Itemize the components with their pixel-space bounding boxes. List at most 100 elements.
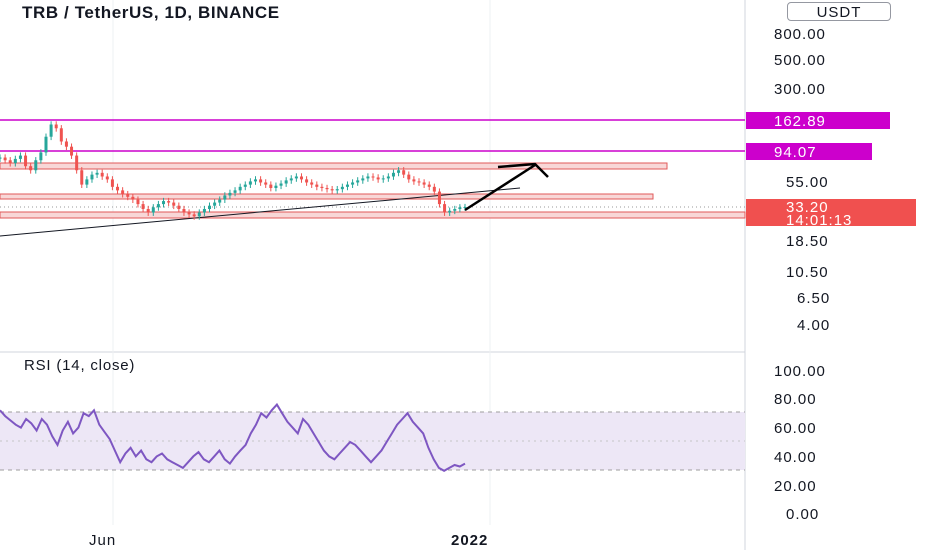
candles	[0, 121, 467, 220]
candle-body	[381, 178, 385, 180]
candle-body	[243, 184, 247, 187]
tick-4: 4.00	[797, 317, 830, 334]
zone-lower[interactable]	[0, 211, 746, 219]
candle-body	[141, 204, 145, 210]
candle-body	[299, 176, 303, 180]
tick-6-5: 6.50	[797, 290, 830, 307]
projection-arrow[interactable]	[464, 163, 536, 212]
candle-body	[279, 183, 283, 186]
candle-body	[335, 189, 339, 191]
candle-body	[146, 209, 150, 213]
candle-body	[95, 172, 99, 175]
tag-94-bg	[746, 143, 872, 160]
candle-body	[197, 212, 201, 217]
candle-body	[458, 207, 462, 210]
candle-body	[29, 166, 33, 171]
zone-upper[interactable]	[0, 162, 668, 170]
rsi-title: RSI (14, close)	[24, 357, 136, 374]
candle-body	[340, 186, 344, 190]
time-tick-jun: Jun	[89, 532, 116, 549]
candle-body	[100, 172, 104, 177]
candle-body	[75, 155, 79, 171]
zone-middle[interactable]	[0, 193, 654, 200]
candle-body	[417, 181, 421, 183]
candle-body	[325, 187, 329, 190]
candle-body	[3, 157, 7, 161]
currency-unit-button[interactable]: USDT	[787, 2, 891, 21]
candle-body	[110, 179, 114, 187]
candle-body	[351, 182, 355, 185]
rsi-tick-0: 0.00	[786, 506, 819, 523]
candle-body	[64, 141, 68, 147]
candle-body	[371, 176, 375, 178]
candle-body	[264, 182, 268, 185]
candle-body	[269, 184, 273, 188]
candle-body	[49, 124, 53, 137]
candle-body	[320, 186, 324, 188]
candle-body	[59, 128, 63, 142]
candle-body	[218, 199, 222, 203]
candle-body	[310, 182, 314, 185]
candle-body	[376, 177, 380, 180]
rsi-tick-20: 20.00	[774, 478, 817, 495]
tick-10-5: 10.50	[786, 264, 829, 281]
candle-body	[177, 205, 181, 210]
tick-55: 55.00	[786, 174, 829, 191]
candle-body	[289, 178, 293, 181]
candle-body	[85, 179, 89, 185]
candle-body	[187, 212, 191, 215]
candle-body	[182, 209, 186, 213]
candle-body	[386, 176, 390, 179]
candle-body	[361, 178, 365, 181]
candle-body	[126, 194, 130, 197]
candle-body	[407, 174, 411, 180]
candle-body	[167, 201, 171, 203]
candle-body	[192, 214, 196, 217]
candle-body	[131, 196, 135, 200]
projection-arrow-head	[497, 162, 549, 178]
candle-body	[80, 170, 84, 185]
candle-body	[151, 207, 155, 213]
candle-body	[24, 155, 28, 167]
candle-body	[233, 190, 237, 193]
candle-body	[248, 181, 252, 185]
rsi-tick-60: 60.00	[774, 420, 817, 437]
tick-300: 300.00	[774, 81, 826, 98]
candle-body	[44, 136, 48, 153]
candle-body	[18, 155, 22, 159]
candle-body	[39, 152, 43, 161]
candle-body	[105, 176, 109, 180]
tick-18-5: 18.50	[786, 233, 829, 250]
trend-line[interactable]	[0, 187, 521, 237]
candle-body	[443, 204, 447, 213]
candle-body	[412, 179, 416, 182]
chart-title: TRB / TetherUS, 1D, BINANCE	[22, 3, 280, 22]
rsi-line	[0, 402, 466, 472]
candle-body	[121, 190, 125, 195]
candle-body	[208, 205, 212, 210]
tick-500: 500.00	[774, 52, 826, 69]
candle-body	[34, 160, 38, 171]
candle-body	[448, 210, 452, 213]
candle-body	[156, 204, 160, 208]
tag-countdown: 14:01:13	[786, 212, 852, 229]
tick-800: 800.00	[774, 26, 826, 43]
candle-body	[305, 179, 309, 183]
candle-body	[437, 191, 441, 205]
candle-body	[253, 179, 257, 182]
candle-body	[356, 180, 360, 183]
candle-body	[315, 184, 319, 187]
candle-body	[90, 174, 94, 180]
time-tick-2022: 2022	[451, 532, 488, 549]
candle-body	[463, 207, 467, 208]
candle-body	[345, 184, 349, 187]
candle-body	[202, 209, 206, 213]
candle-body	[284, 180, 288, 184]
rsi-tick-100: 100.00	[774, 363, 826, 380]
candle-body	[136, 199, 140, 205]
candle-body	[116, 186, 120, 191]
candle-body	[162, 201, 166, 205]
candle-body	[8, 160, 12, 164]
